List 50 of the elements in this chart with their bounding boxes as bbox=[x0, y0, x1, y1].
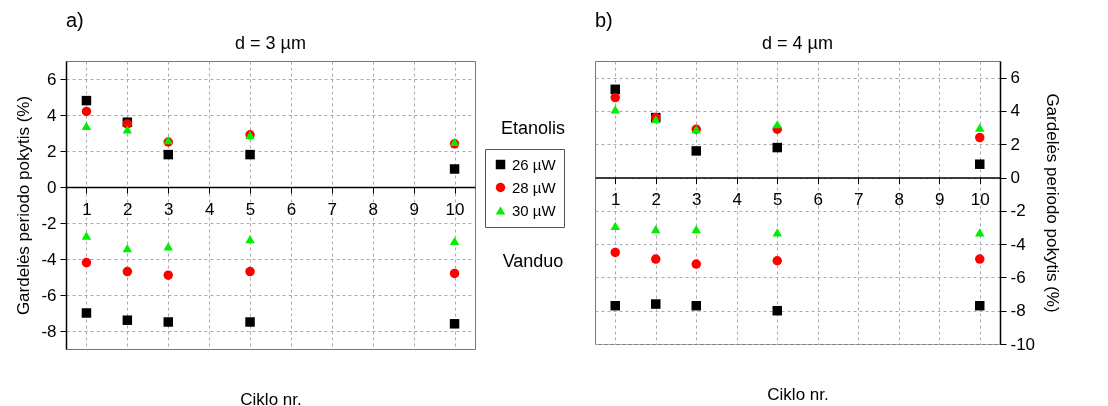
x-tick-label: 5 bbox=[773, 190, 783, 210]
y-tick-label: 2 bbox=[47, 141, 57, 161]
legend-label: 30 µW bbox=[512, 201, 557, 219]
x-tick-label: 7 bbox=[327, 199, 338, 219]
y-tick-label: -4 bbox=[41, 249, 57, 269]
x-axis-title: Ciklo nr. bbox=[240, 389, 302, 406]
x-tick-label: 3 bbox=[692, 190, 702, 210]
y-tick-label: -8 bbox=[41, 321, 57, 341]
legend-label: 28 µW bbox=[512, 178, 557, 196]
y-tick-label: -2 bbox=[41, 213, 57, 233]
y-tick-label: -6 bbox=[41, 285, 57, 305]
y2-tick-label: 2 bbox=[1010, 134, 1020, 154]
x-tick-label: 8 bbox=[894, 190, 904, 210]
x-tick-label: 7 bbox=[854, 190, 864, 210]
x-tick-label: 1 bbox=[82, 199, 92, 219]
x-tick-label: 2 bbox=[123, 199, 133, 219]
y2-tick-label: -8 bbox=[1010, 301, 1026, 321]
y2-axis-title: Gardelės periodo pokytis (%) bbox=[1043, 93, 1063, 313]
x-tick-label: 3 bbox=[164, 199, 174, 219]
x-tick-label: 6 bbox=[813, 190, 823, 210]
x-tick-label: 8 bbox=[368, 199, 378, 219]
text: Etanolis bbox=[500, 118, 566, 138]
y-tick-label: 0 bbox=[47, 177, 57, 197]
x-tick-label: 6 bbox=[286, 199, 297, 219]
y2-tick-label: -10 bbox=[1010, 334, 1036, 354]
y2-tick-label: 0 bbox=[1010, 168, 1020, 188]
x-tick-label: 9 bbox=[409, 199, 419, 219]
text: a) bbox=[66, 9, 84, 31]
y2-tick-label: 4 bbox=[1010, 101, 1020, 121]
y2-tick-label: -6 bbox=[1010, 267, 1026, 287]
y2-tick-label: 6 bbox=[1010, 68, 1020, 88]
y-tick-label: 4 bbox=[47, 105, 57, 125]
x-tick-label: 9 bbox=[935, 190, 945, 210]
x-tick-label: 4 bbox=[732, 190, 742, 210]
text: b) bbox=[595, 9, 613, 31]
x-tick-label: 10 bbox=[970, 190, 990, 210]
y-axis-title: Gardelės periodo pokytis (%) bbox=[14, 95, 34, 316]
x-tick-label: 2 bbox=[651, 190, 661, 210]
x-tick-label: 10 bbox=[445, 199, 465, 219]
chart-title: d = 4 µm bbox=[762, 33, 833, 53]
y2-tick-label: -4 bbox=[1010, 234, 1026, 254]
legend-label: 26 µW bbox=[512, 155, 557, 173]
y2-tick-label: -2 bbox=[1010, 201, 1026, 221]
y-tick-label: 6 bbox=[47, 69, 57, 89]
text: Vanduo bbox=[502, 251, 564, 271]
x-tick-label: 4 bbox=[204, 199, 215, 219]
chart-title: d = 3 µm bbox=[235, 33, 306, 53]
x-tick-label: 5 bbox=[245, 199, 256, 219]
x-axis-title: Ciklo nr. bbox=[767, 384, 829, 404]
x-tick-label: 1 bbox=[611, 190, 621, 210]
